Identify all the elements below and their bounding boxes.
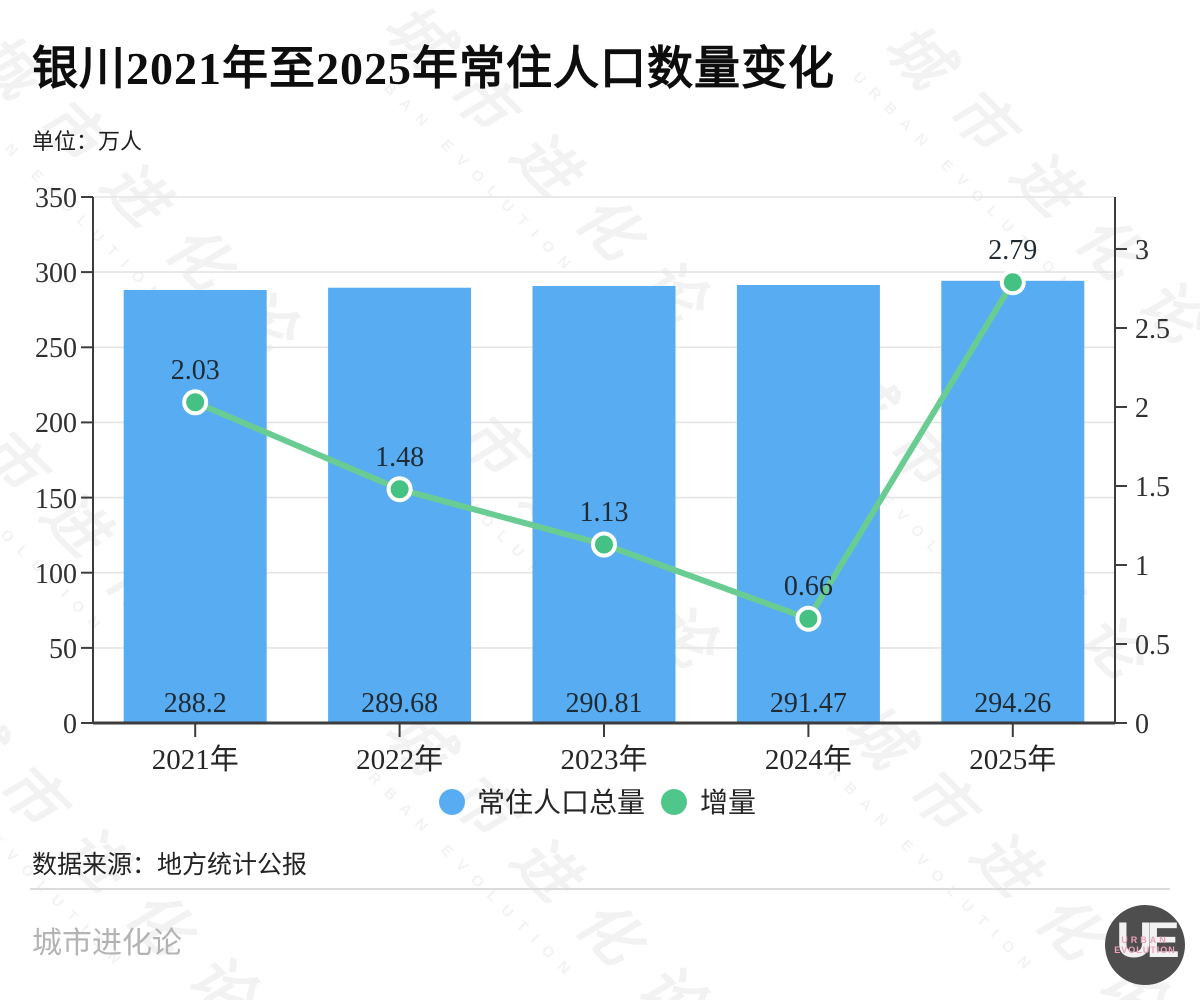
bar-value-2021: 288.2 [164,688,227,719]
x-label-2022: 2022年 [356,743,443,776]
bar-2021 [123,290,267,723]
x-label-2023: 2023年 [560,743,647,776]
left-axis-labels: 350 300 250 200 150 100 50 0 [35,183,77,740]
marker-2022 [386,476,413,503]
x-label-2025: 2025年 [969,743,1056,776]
left-tick-150: 150 [35,484,77,515]
population-chart: 350 300 250 200 150 100 50 0 3 2.5 2 1.5… [35,183,1170,819]
legend-item-increment[interactable]: 增量 [661,787,756,819]
data-source-note: 数据来源：地方统计公报 [32,852,308,879]
left-tick-250: 250 [35,333,77,364]
right-axis-labels: 3 2.5 2 1.5 1 0.5 0 [1135,235,1170,740]
footer-brand: 城市进化论 [32,927,182,960]
legend-label-population: 常住人口总量 [477,787,645,819]
point-value-2022: 1.48 [375,442,424,473]
bar-series[interactable] [123,280,1085,723]
logo-subtitle: URBAN EVOLUTION [1105,935,1185,955]
bar-2025 [941,280,1085,723]
unit-label: 单位：万人 [32,129,143,154]
axis-lines [81,196,1127,737]
bar-2022 [328,287,472,723]
point-value-2023: 1.13 [580,497,629,528]
bar-value-2023: 290.81 [566,688,643,719]
marker-2024 [795,605,822,632]
left-tick-0: 0 [63,709,77,740]
legend-label-increment: 增量 [700,787,756,819]
right-tick-3: 3 [1135,235,1149,266]
legend-item-population[interactable]: 常住人口总量 [439,787,645,819]
left-tick-200: 200 [35,408,77,439]
bar-value-2024: 291.47 [770,688,847,719]
logo-subtitle-line2: EVOLUTION [1114,945,1176,955]
bar-2023 [532,286,676,723]
footer-divider [30,888,1170,890]
right-tick-0-5: 0.5 [1135,630,1170,661]
logo-monogram: UE [1116,912,1179,968]
right-tick-2: 2 [1135,393,1149,424]
left-tick-300: 300 [35,258,77,289]
legend-swatch-line-icon [661,789,687,815]
left-tick-350: 350 [35,183,77,214]
legend-swatch-bar-icon [439,789,465,815]
marker-2021 [182,389,209,416]
marker-2025 [999,269,1026,296]
right-tick-1-5: 1.5 [1135,472,1170,503]
right-tick-0: 0 [1135,709,1149,740]
left-tick-50: 50 [49,634,77,665]
legend: 常住人口总量 增量 [439,787,756,819]
bar-2024 [736,285,880,723]
marker-2023 [591,531,617,558]
line-markers[interactable] [182,269,1026,632]
page-title: 银川2021年至2025年常住人口数量变化 [32,43,835,94]
logo-subtitle-line1: URBAN [1121,935,1169,945]
left-tick-100: 100 [35,559,77,590]
bar-value-2022: 289.68 [361,688,438,719]
urban-evolution-logo: UE URBAN EVOLUTION [1105,905,1185,985]
point-value-2024: 0.66 [784,571,833,602]
x-label-2024: 2024年 [765,743,852,776]
right-tick-2-5: 2.5 [1135,314,1170,345]
x-label-2021: 2021年 [152,743,239,776]
line-point-labels: 2.03 1.48 1.13 0.66 2.79 [171,235,1038,602]
bar-value-labels: 288.2 289.68 290.81 291.47 294.26 [164,688,1052,719]
bar-value-2025: 294.26 [974,688,1051,719]
point-value-2025: 2.79 [988,235,1037,266]
point-value-2021: 2.03 [171,355,220,386]
right-tick-1: 1 [1135,551,1149,582]
x-axis-labels: 2021年 2022年 2023年 2024年 2025年 [152,743,1057,776]
